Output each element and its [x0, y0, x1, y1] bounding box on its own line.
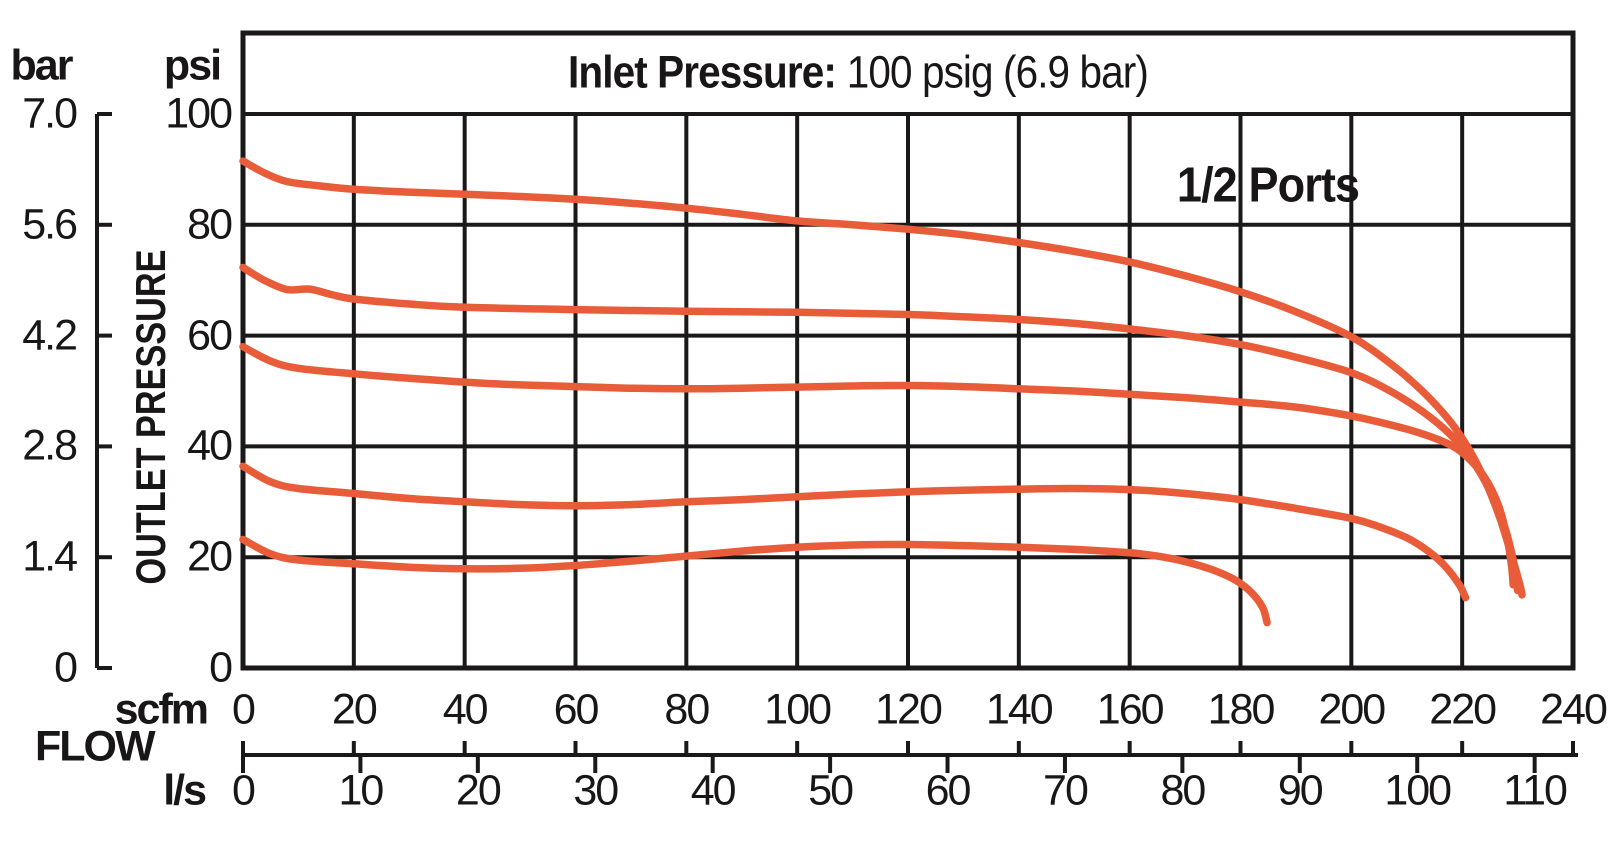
- scfm-tick-label: 220: [1429, 685, 1497, 734]
- scfm-tick-label: 80: [664, 685, 710, 734]
- scfm-tick-label: 140: [985, 685, 1054, 734]
- outlet-pressure-axis-title: OUTLET PRESSURE: [127, 250, 174, 585]
- scfm-tick-label: 100: [764, 685, 832, 734]
- pressure-curve-curve-3: [239, 342, 1517, 589]
- psi-tick-label: 100: [165, 89, 233, 138]
- flow-axis-title: FLOW: [35, 722, 156, 771]
- ls-tick-label: 50: [808, 766, 854, 815]
- psi-unit-label: psi: [163, 41, 222, 90]
- bar-tick-label: 7.0: [22, 89, 78, 138]
- bar-tick-label: 1.4: [22, 532, 78, 581]
- ls-tick-label: 60: [925, 766, 972, 815]
- psi-tick-label: 60: [187, 311, 233, 360]
- bar-tick-label: 2.8: [22, 421, 78, 470]
- scfm-tick-label: 40: [442, 685, 489, 734]
- scfm-unit-label: scfm: [114, 685, 209, 734]
- bar-tick-label: 4.2: [22, 311, 78, 360]
- pressure-curve-curve-5: [239, 535, 1271, 627]
- psi-tick-label: 0: [209, 643, 233, 692]
- pressure-curve-curve-4: [239, 462, 1470, 602]
- scfm-tick-label: 200: [1318, 685, 1386, 734]
- scfm-tick-label: 20: [331, 685, 378, 734]
- ports-annotation: 1/2 Ports: [1176, 158, 1360, 213]
- scfm-tick-label: 160: [1096, 685, 1165, 734]
- ls-tick-label: 0: [232, 766, 256, 815]
- ls-tick-label: 90: [1277, 766, 1324, 815]
- bar-unit-label: bar: [10, 41, 74, 90]
- ls-tick-label: 100: [1384, 766, 1452, 815]
- ls-tick-label: 20: [455, 766, 502, 815]
- scfm-tick-label: 240: [1540, 685, 1608, 734]
- chart-title-label: Inlet Pressure:: [568, 46, 837, 98]
- scfm-tick-label: 120: [875, 685, 943, 734]
- scfm-tick-label: 60: [553, 685, 600, 734]
- ls-tick-label: 80: [1160, 766, 1206, 815]
- pressure-curve-curve-1: [239, 157, 1526, 599]
- chart-title: Inlet Pressure: 100 psig (6.9 bar): [568, 46, 1149, 98]
- ls-unit-label: l/s: [163, 766, 207, 815]
- ls-tick-label: 70: [1043, 766, 1089, 815]
- ls-tick-label: 40: [690, 766, 737, 815]
- ls-tick-label: 30: [573, 766, 619, 815]
- chart-title-value: 100 psig (6.9 bar): [846, 46, 1149, 98]
- bar-tick-label: 5.6: [22, 200, 78, 249]
- scfm-tick-label: 0: [232, 685, 256, 734]
- psi-tick-label: 40: [187, 421, 233, 470]
- ls-tick-label: 110: [1503, 766, 1568, 815]
- psi-tick-label: 20: [187, 532, 233, 581]
- scfm-tick-label: 180: [1207, 685, 1276, 734]
- bar-tick-label: 0: [54, 643, 78, 692]
- psi-tick-label: 80: [187, 200, 233, 249]
- ls-tick-label: 10: [338, 766, 385, 815]
